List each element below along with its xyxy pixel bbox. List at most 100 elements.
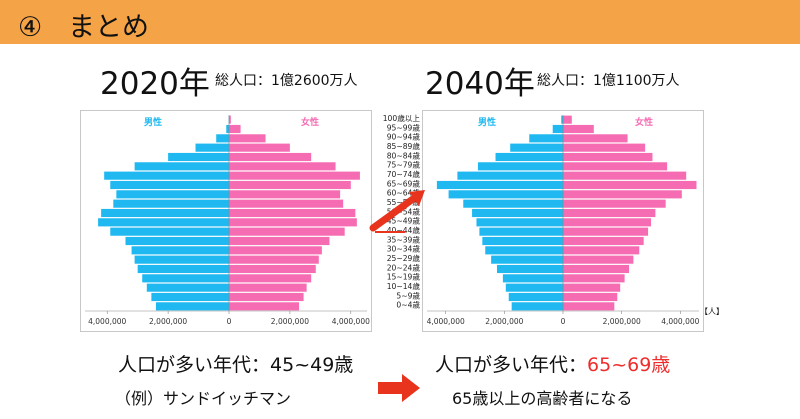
male-bar-35~39歳	[125, 236, 229, 246]
age-label: 40~44歳	[387, 225, 421, 235]
x-tick-label: 2,000,000	[485, 317, 523, 326]
male-bar-65~69歳	[436, 180, 563, 190]
female-bar-15~19歳	[229, 274, 312, 283]
male-bar-70~74歳	[457, 171, 563, 180]
age-label: 30~34歳	[387, 244, 421, 254]
female-bar-10~14歳	[563, 283, 621, 292]
female-bar-75~79歳	[229, 162, 336, 171]
header-bar: ④ まとめ	[0, 0, 800, 44]
right-arrow-icon	[378, 374, 420, 402]
age-label: 25~29歳	[387, 253, 421, 263]
transition-arrow	[369, 190, 425, 233]
male-bar-100歳以上	[561, 115, 563, 124]
male-bar-50~54歳	[101, 208, 229, 218]
male-bar-5~9歳	[508, 292, 563, 302]
right-peak-label: 人口が多い年代：	[435, 354, 588, 376]
age-label: 70~74歳	[387, 169, 421, 179]
right-peak-age: 人口が多い年代：65~69歳	[435, 350, 670, 377]
male-bar-45~49歳	[476, 218, 563, 227]
age-label: 60~64歳	[387, 188, 421, 198]
female-bar-35~39歳	[563, 236, 644, 246]
section-number: ④	[18, 12, 43, 43]
age-label: 65~69歳	[387, 178, 421, 188]
population-pyramid-2040: 4,000,000 2,000,000 0 2,000,000 4,000,000 男性 女…	[427, 115, 700, 326]
male-bar-90~94歳	[529, 134, 563, 143]
age-label: 45~49歳	[387, 216, 421, 226]
female-legend-label: 女性	[635, 116, 653, 128]
unit-label: 【人】	[700, 307, 724, 316]
female-bar-45~49歳	[229, 218, 357, 227]
female-bar-20~24歳	[229, 264, 316, 274]
age-label: 80~84歳	[387, 150, 421, 160]
female-bar-0~4歳	[229, 302, 300, 311]
female-bar-65~69歳	[563, 180, 697, 190]
female-bar-5~9歳	[563, 292, 618, 302]
male-bar-50~54歳	[472, 208, 563, 218]
age-label: 50~54歳	[387, 206, 421, 216]
male-bar-75~79歳	[477, 162, 563, 171]
male-bar-55~59歳	[113, 199, 229, 208]
male-bar-40~44歳	[479, 227, 563, 236]
male-bar-15~19歳	[502, 274, 563, 283]
x-tick-label: 2,000,000	[603, 317, 641, 326]
chart-2020-panel: 4,000,000 2,000,000 0 2,000,000 4,000,000 男性 女…	[80, 110, 372, 332]
female-bar-40~44歳	[563, 227, 649, 236]
slide-title: ④ まとめ	[18, 5, 149, 44]
female-bar-25~29歳	[563, 255, 634, 264]
female-bar-20~24歳	[563, 264, 629, 274]
male-bar-85~89歳	[195, 143, 229, 152]
right-year: 2040年	[425, 66, 535, 102]
male-bar-40~44歳	[110, 227, 229, 236]
female-bar-15~19歳	[563, 274, 625, 283]
male-bar-30~34歳	[131, 246, 229, 255]
female-bar-100歳以上	[563, 115, 572, 124]
x-tick-label: 2,000,000	[149, 317, 187, 326]
male-bar-80~84歳	[495, 152, 563, 162]
conclusion-note: 65歳以上の高齢者になる	[452, 389, 633, 408]
male-legend-label: 男性	[144, 116, 162, 128]
left-peak-age: 人口が多い年代：45~49歳	[118, 350, 353, 377]
female-bar-30~34歳	[229, 246, 322, 255]
male-bar-0~4歳	[155, 302, 229, 311]
male-bar-10~14歳	[505, 283, 563, 292]
age-label: 5~9歳	[396, 290, 420, 300]
male-bar-95~99歳	[552, 124, 563, 134]
male-bar-85~89歳	[510, 143, 563, 152]
male-bar-75~79歳	[134, 162, 229, 171]
male-bar-20~24歳	[137, 264, 229, 274]
female-bar-85~89歳	[229, 143, 290, 152]
male-bar-35~39歳	[482, 236, 563, 246]
female-bar-50~54歳	[229, 208, 356, 218]
x-tick-label: 4,000,000	[661, 317, 699, 326]
age-label: 100歳以上	[383, 113, 421, 123]
age-label: 35~39歳	[387, 234, 421, 244]
male-bar-55~59歳	[463, 199, 563, 208]
female-bar-95~99歳	[563, 124, 594, 134]
male-legend-label: 男性	[478, 116, 496, 128]
male-bar-65~69歳	[110, 180, 229, 190]
female-bar-30~34歳	[563, 246, 640, 255]
female-bar-95~99歳	[229, 124, 241, 134]
age-label: 95~99歳	[387, 122, 421, 132]
age-label: 10~14歳	[387, 281, 421, 291]
female-legend-label: 女性	[301, 116, 319, 128]
female-bar-55~59歳	[563, 199, 666, 208]
right-population: 総人口：1億1100万人	[537, 73, 680, 89]
age-label: 15~19歳	[387, 272, 421, 282]
left-peak-value: 45~49歳	[270, 354, 354, 376]
x-tick-label: 4,000,000	[427, 317, 465, 326]
female-bar-70~74歳	[563, 171, 687, 180]
female-bar-35~39歳	[229, 236, 330, 246]
left-population: 総人口：1億2600万人	[215, 73, 358, 89]
male-bar-5~9歳	[151, 292, 229, 302]
male-bar-70~74歳	[104, 171, 229, 180]
male-bar-10~14歳	[146, 283, 229, 292]
age-label: 0~4歳	[396, 300, 420, 310]
female-bar-55~59歳	[229, 199, 344, 208]
chart-2040-panel: 4,000,000 2,000,000 0 2,000,000 4,000,000 男性 女…	[422, 110, 704, 332]
male-bar-60~64歳	[116, 190, 229, 199]
male-bar-80~84歳	[168, 152, 229, 162]
female-bar-10~14歳	[229, 283, 307, 292]
female-bar-40~44歳	[229, 227, 345, 236]
age-label: 20~24歳	[387, 262, 421, 272]
